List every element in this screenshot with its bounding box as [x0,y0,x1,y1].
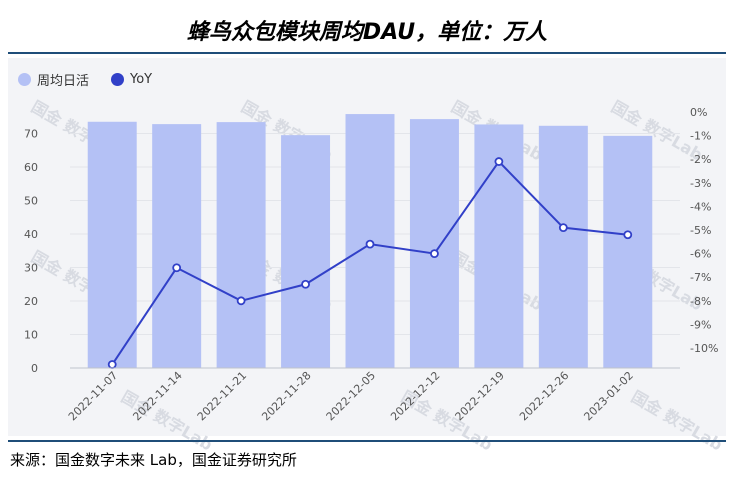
left-tick-label: 10 [24,329,38,342]
right-tick-label: -8% [690,295,711,308]
right-tick-label: -9% [690,318,711,331]
bar [603,135,653,368]
x-tick-label: 2022-12-19 [453,369,507,423]
left-tick-label: 60 [24,161,38,174]
chart-title: 蜂鸟众包模块周均DAU，单位：万人 [186,20,548,45]
bar [152,124,202,369]
legend: 周均日活 YoY [18,70,174,89]
x-tick-label: 2022-12-26 [517,369,571,423]
yoy-point [107,360,117,369]
right-tick-label: -5% [690,224,711,237]
yoy-point [558,223,568,233]
bars [87,114,653,369]
x-tick-label: 2023-01-02 [581,369,635,423]
legend-label-bar: 周均日活 [37,74,90,89]
right-axis: 0% -1% -2% -3% -4% -5% -6% -7% -8% -9% -10% [690,106,718,355]
legend-swatch-bar [18,73,31,86]
yoy-point [301,279,310,289]
yoy-point [172,263,182,273]
right-tick-label: -4% [690,200,711,213]
left-tick-label: 70 [24,128,38,141]
yoy-point [623,230,633,240]
yoy-point [236,296,246,306]
left-tick-label: 0 [31,362,38,375]
bar [409,119,459,368]
legend-swatch-line [111,73,125,86]
bar [538,125,588,368]
left-axis: 0 10 20 30 40 50 60 70 [24,128,38,376]
x-tick-label: 2022-11-21 [195,369,249,423]
yoy-point [430,249,439,259]
right-tick-label: -10% [690,342,718,355]
title-rule [8,52,726,54]
right-tick-label: -7% [690,271,711,284]
x-tick-label: 2022-11-07 [66,369,120,423]
watermark-text: 国金 数字Lab [628,387,726,454]
legend-label-line: YoY [130,72,153,87]
right-tick-label: 0% [690,106,707,119]
bar [281,135,331,368]
left-tick-label: 30 [24,262,38,275]
right-tick-label: -6% [690,248,711,261]
legend-item-bar: 周均日活 [18,70,89,89]
legend-item-line: YoY [111,72,152,87]
left-tick-label: 50 [24,195,38,208]
bar [216,122,266,368]
right-tick-label: -3% [690,177,711,190]
left-tick-label: 40 [24,228,38,241]
x-tick-label: 2022-12-05 [324,369,378,423]
yoy-point [365,239,375,249]
left-tick-label: 20 [24,295,38,308]
right-tick-label: -1% [690,130,711,143]
yoy-point [494,157,504,166]
bar [87,121,137,369]
yoy-line [107,157,633,369]
bottom-rule [8,440,726,442]
source-note: 来源：国金数字未来 Lab，国金证券研究所 [10,451,297,469]
x-tick-label: 2022-11-28 [259,369,313,423]
right-tick-label: -2% [690,153,711,166]
